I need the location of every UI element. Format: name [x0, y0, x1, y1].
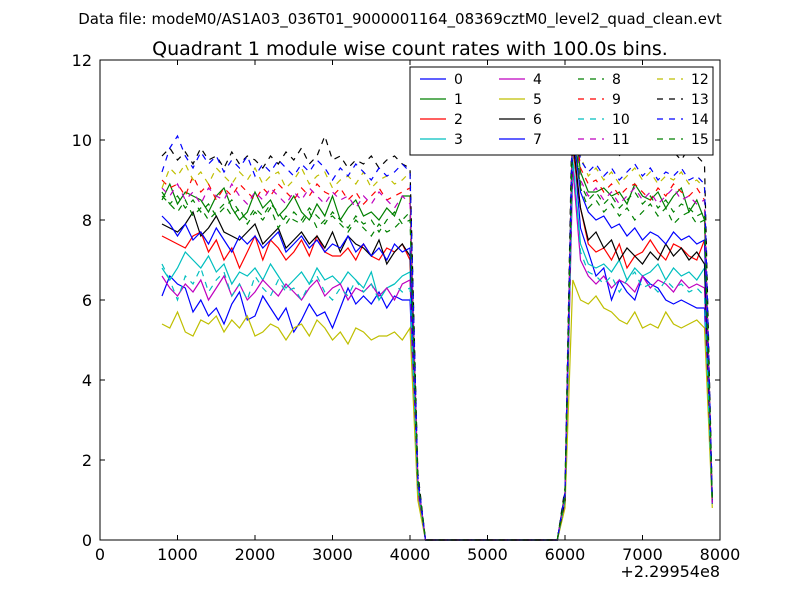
x-tick-label: 1000	[157, 545, 198, 564]
series-4-line	[161, 167, 713, 541]
legend-label-10: 10	[612, 112, 630, 128]
legend-label-3: 3	[454, 132, 463, 148]
series-14-line	[161, 103, 713, 541]
x-tick-label: 0	[95, 545, 105, 564]
series-11-line	[161, 115, 713, 541]
legend-label-14: 14	[691, 112, 709, 128]
x-tick-label: 6000	[545, 545, 586, 564]
y-tick-label: 2	[82, 451, 92, 470]
legend-label-2: 2	[454, 112, 463, 128]
legend-label-6: 6	[533, 112, 542, 128]
y-tick-label: 8	[82, 211, 92, 230]
ticks-layer: 0 1000 2000 3000 4000 5000 6000 7000 80000246810…	[72, 51, 741, 564]
y-tick-label: 0	[82, 531, 92, 550]
legend-label-5: 5	[533, 92, 542, 108]
y-tick-label: 6	[82, 291, 92, 310]
series-8-line	[161, 123, 713, 541]
legend-label-0: 0	[454, 72, 463, 88]
legend-label-15: 15	[691, 132, 709, 148]
x-tick-label: 4000	[390, 545, 431, 564]
legend-label-13: 13	[691, 92, 709, 108]
series-5-line	[161, 279, 713, 541]
series-2-line	[161, 147, 713, 541]
x-tick-label: 3000	[312, 545, 353, 564]
legend-label-8: 8	[612, 72, 621, 88]
legend-label-12: 12	[691, 72, 709, 88]
legend-frame	[409, 66, 714, 156]
x-tick-label: 5000	[467, 545, 508, 564]
legend-label-7: 7	[533, 132, 542, 148]
series-1-line	[161, 107, 713, 541]
x-offset-label: +2.29954e8	[620, 562, 720, 581]
legend-label-9: 9	[612, 92, 621, 108]
y-tick-label: 12	[72, 51, 92, 70]
legend-label-1: 1	[454, 92, 463, 108]
data-file-suptitle: Data file: modeM0/AS1A03_036T01_90000011…	[78, 10, 722, 29]
legend-label-4: 4	[533, 72, 542, 88]
series-15-line	[161, 119, 713, 541]
series-6-line	[161, 139, 713, 541]
chart-title: Quadrant 1 module wise count rates with …	[152, 38, 668, 60]
x-tick-label: 8000	[700, 545, 741, 564]
series-7-line	[161, 131, 713, 541]
y-tick-label: 4	[82, 371, 92, 390]
x-tick-label: 2000	[235, 545, 276, 564]
series-10-line	[161, 155, 713, 541]
legend-label-11: 11	[612, 132, 630, 148]
x-tick-label: 7000	[622, 545, 663, 564]
y-tick-label: 10	[72, 131, 92, 150]
